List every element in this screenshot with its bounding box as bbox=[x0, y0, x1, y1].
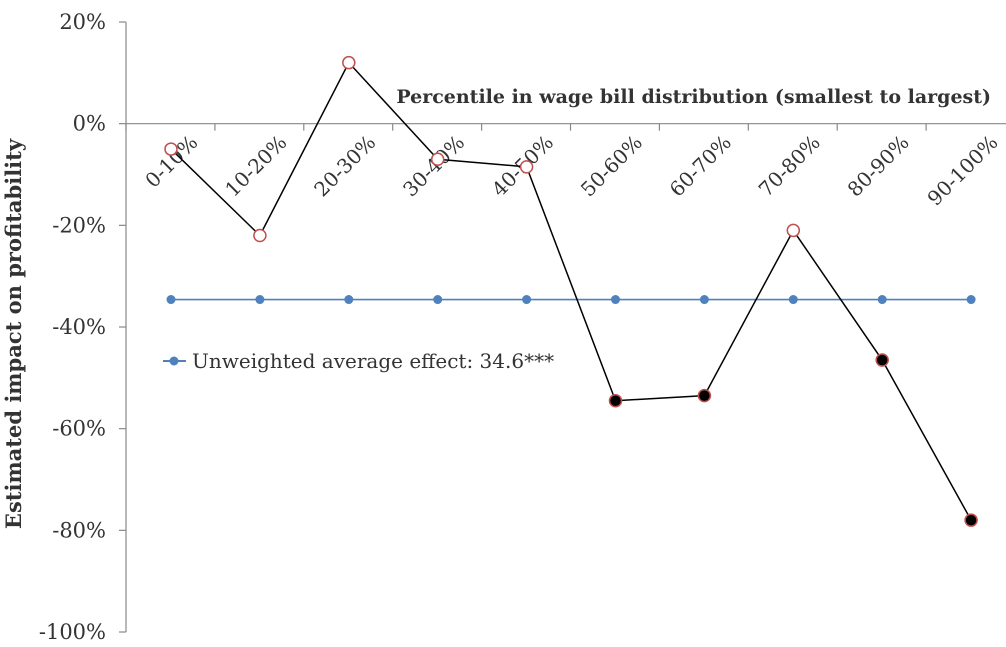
y-tick-label: -20% bbox=[52, 213, 106, 237]
x-axis: 0-10% 10-20% 20-30% 30-40% 40-50% 50-60% 60-70… bbox=[125, 123, 1006, 210]
y-tick-label: -80% bbox=[52, 518, 106, 542]
data-point-average bbox=[611, 295, 620, 305]
series-layer bbox=[164, 55, 978, 527]
x-axis-title: Percentile in wage bill distribution (sm… bbox=[396, 86, 991, 108]
data-point-insignificant bbox=[786, 223, 801, 238]
data-point-insignificant bbox=[519, 160, 534, 174]
data-point-insignificant bbox=[253, 228, 267, 243]
y-tick-label: 20% bbox=[59, 10, 106, 34]
data-point-insignificant bbox=[430, 152, 445, 166]
data-point-average bbox=[166, 295, 176, 305]
y-axis-title: Estimated impact on profitability bbox=[1, 138, 26, 529]
x-tick-label: 20-30% bbox=[309, 130, 380, 201]
y-tick-label: -40% bbox=[52, 315, 106, 339]
x-tick-label: 10-20% bbox=[220, 130, 291, 201]
x-tick-label: 70-80% bbox=[754, 130, 825, 201]
y-tick-label: -100% bbox=[39, 620, 106, 643]
data-point-average bbox=[877, 295, 887, 305]
data-point-significant bbox=[608, 393, 623, 408]
data-point-average bbox=[344, 295, 354, 305]
x-tick-label: 0-10% bbox=[140, 130, 202, 192]
data-point-significant bbox=[875, 353, 889, 367]
x-tick-label: 50-60% bbox=[576, 130, 647, 201]
legend-label: Unweighted average effect: 34.6*** bbox=[192, 349, 554, 373]
y-axis: 20% 0% -20% -40% -60% -80% -100% bbox=[39, 10, 127, 644]
x-tick-label: 80-90% bbox=[843, 130, 914, 201]
data-point-significant bbox=[697, 388, 712, 403]
data-point-average bbox=[966, 295, 976, 305]
data-point-average bbox=[255, 295, 265, 305]
series-line-effect bbox=[170, 61, 972, 521]
legend: Unweighted average effect: 34.6*** bbox=[163, 349, 554, 373]
x-tick-label: 90-100% bbox=[922, 130, 1002, 210]
x-tick-label: 30-40% bbox=[398, 130, 469, 201]
x-tick-label: 60-70% bbox=[665, 130, 736, 201]
data-point-average bbox=[522, 295, 532, 305]
data-point-average bbox=[699, 295, 709, 305]
legend-dot-marker bbox=[169, 356, 179, 366]
y-tick-label: -60% bbox=[52, 417, 106, 441]
data-point-insignificant bbox=[164, 142, 178, 156]
data-point-average bbox=[788, 295, 798, 305]
data-point-average bbox=[433, 295, 443, 305]
data-point-significant bbox=[964, 513, 978, 527]
data-point-insignificant bbox=[342, 55, 356, 70]
y-tick-label: 0% bbox=[73, 112, 106, 136]
